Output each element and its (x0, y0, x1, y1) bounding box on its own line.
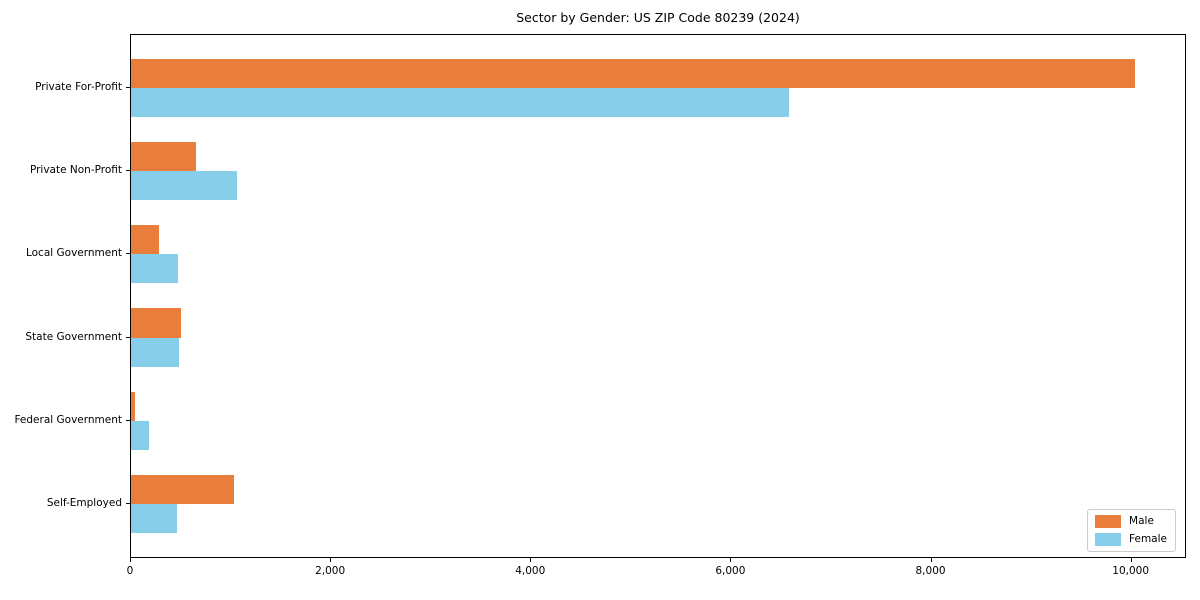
x-tick (130, 558, 131, 562)
bar-female-3 (131, 337, 180, 367)
bar-male-0 (131, 58, 1135, 88)
x-tick-label: 2,000 (315, 565, 346, 577)
bar-male-4 (131, 391, 135, 421)
bar-male-2 (131, 225, 160, 255)
x-tick-label: 0 (126, 565, 134, 577)
plot-area: Male Female (130, 34, 1186, 558)
y-axis-label: State Government (25, 331, 122, 343)
chart-title: Sector by Gender: US ZIP Code 80239 (202… (516, 10, 800, 25)
y-axis-label: Private For-Profit (35, 81, 122, 93)
x-tick (530, 558, 532, 562)
x-tick-label: 6,000 (715, 565, 746, 577)
legend: Male Female (1087, 509, 1176, 552)
legend-swatch-male (1095, 515, 1122, 528)
x-tick-label: 4,000 (515, 565, 546, 577)
bar-female-2 (131, 254, 179, 284)
legend-entry: Female (1095, 533, 1167, 546)
legend-swatch-female (1095, 533, 1122, 546)
bar-male-5 (131, 474, 235, 505)
bar-female-5 (131, 504, 178, 534)
y-tick (126, 87, 130, 88)
legend-label: Female (1129, 533, 1167, 545)
y-axis-label: Self-Employed (46, 497, 122, 509)
y-axis-label: Local Government (25, 247, 122, 259)
x-tick (1130, 558, 1132, 562)
y-tick (126, 170, 130, 171)
y-tick (126, 253, 130, 254)
x-tick (330, 558, 332, 562)
x-tick-label: 10,000 (1112, 565, 1150, 577)
y-tick (126, 503, 130, 504)
y-tick (126, 420, 130, 421)
y-axis-label: Federal Government (14, 414, 122, 426)
bar-male-3 (131, 308, 182, 338)
x-tick (730, 558, 732, 562)
bar-female-1 (131, 171, 238, 201)
x-tick-label: 8,000 (915, 565, 946, 577)
bar-male-1 (131, 141, 197, 172)
bar-female-0 (131, 87, 790, 117)
y-axis-label: Private Non-Profit (29, 164, 122, 176)
legend-entry: Male (1095, 515, 1167, 528)
bar-female-4 (131, 420, 149, 450)
y-tick (126, 337, 130, 338)
legend-label: Male (1129, 515, 1154, 527)
x-tick (930, 558, 932, 562)
